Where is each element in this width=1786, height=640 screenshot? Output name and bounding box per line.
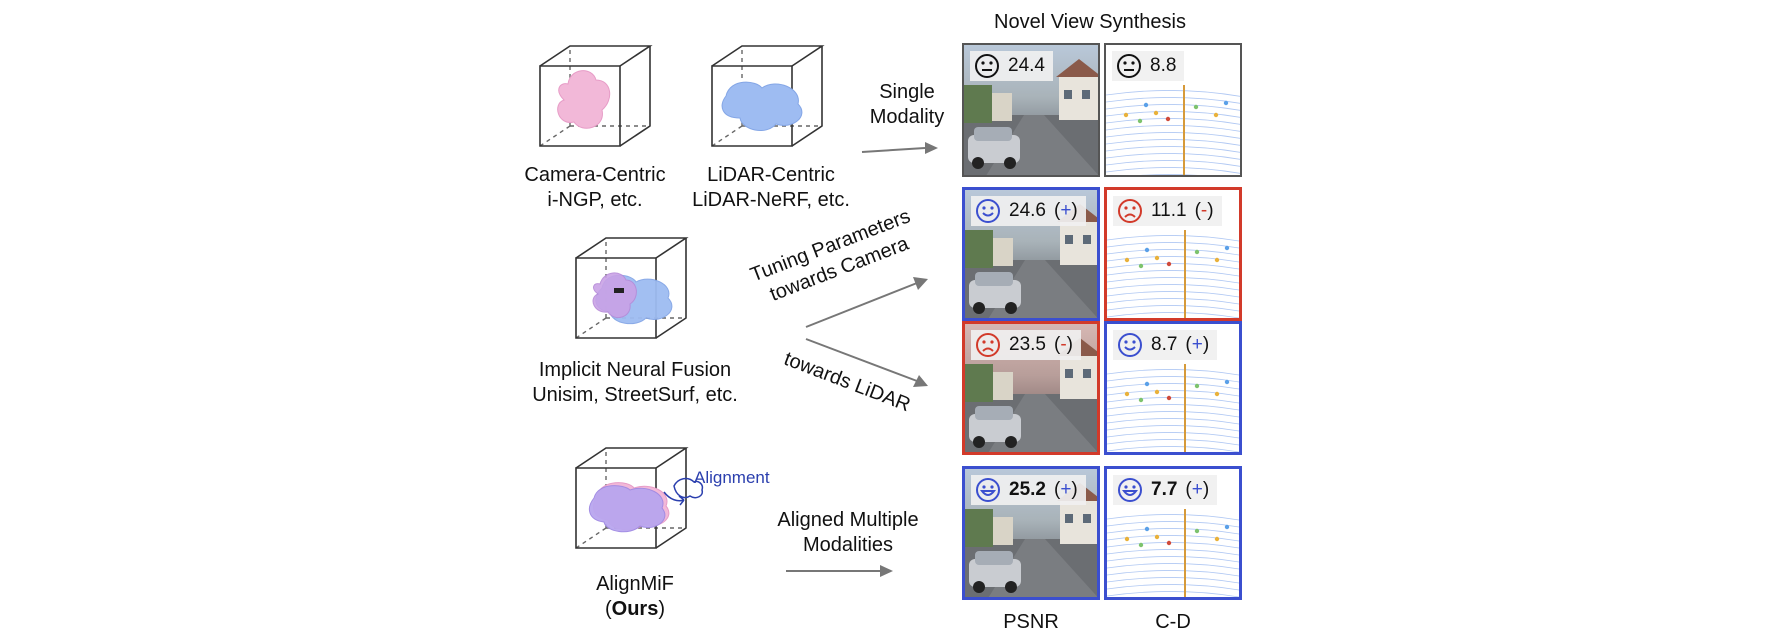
lidar-point-cloud bbox=[1107, 230, 1239, 318]
alignmif-title: AlignMiF bbox=[596, 573, 674, 595]
figure-title: Novel View Synthesis bbox=[994, 11, 1186, 33]
camera-centric-title: Camera-Centric bbox=[524, 164, 666, 186]
single-modality-label: Single Modality bbox=[869, 81, 945, 128]
cd-panel-row-1: 8.8 bbox=[1104, 43, 1242, 177]
aligned-blob-purple bbox=[588, 485, 666, 533]
lidar-point-cloud bbox=[1106, 85, 1240, 175]
camera-centric-examples: i-NGP, etc. bbox=[547, 189, 643, 211]
score-sign: (+) bbox=[1053, 200, 1078, 221]
implicit-fusion-cube bbox=[575, 237, 687, 339]
street-photo bbox=[965, 204, 1097, 318]
score-badge: 25.2 (+) bbox=[971, 475, 1086, 505]
alignmif-ours: (Ours) bbox=[604, 598, 666, 620]
score-value: 8.7 bbox=[1151, 334, 1178, 355]
fused-blob-camera bbox=[592, 272, 637, 319]
lidar-blob bbox=[721, 81, 803, 132]
score-value: 24.4 bbox=[1008, 55, 1045, 76]
camera-centric-label: Camera-Centric i-NGP, etc. bbox=[500, 163, 690, 213]
grin-face-icon bbox=[1118, 478, 1142, 502]
arrows bbox=[786, 142, 938, 577]
score-sign: (-) bbox=[1194, 200, 1214, 221]
alignmif-cube bbox=[575, 447, 704, 549]
cd-column-label: C-D bbox=[1155, 611, 1191, 633]
cd-panel-row-4: 7.7 (+) bbox=[1104, 466, 1242, 600]
camera-blob bbox=[557, 70, 611, 129]
cd-panel-row-2: 11.1 (-) bbox=[1104, 187, 1242, 321]
score-badge: 24.4 bbox=[970, 51, 1053, 81]
score-badge: 24.6 (+) bbox=[971, 196, 1086, 226]
lidar-centric-cube bbox=[711, 45, 823, 147]
lidar-point-cloud bbox=[1107, 364, 1239, 452]
cd-panel-row-3: 8.7 (+) bbox=[1104, 321, 1242, 455]
score-badge: 11.1 (-) bbox=[1113, 196, 1222, 226]
psnr-panel-row-1: 24.4 bbox=[962, 43, 1100, 177]
implicit-fusion-examples: Unisim, StreetSurf, etc. bbox=[532, 384, 738, 406]
psnr-column-label: PSNR bbox=[1003, 611, 1059, 633]
psnr-panel-row-4: 25.2 (+) bbox=[962, 466, 1100, 600]
happy-face-icon bbox=[1118, 333, 1142, 357]
grin-face-icon bbox=[976, 478, 1000, 502]
neutral-face-icon bbox=[1117, 54, 1141, 78]
score-value: 23.5 bbox=[1009, 334, 1046, 355]
implicit-fusion-title: Implicit Neural Fusion bbox=[538, 359, 732, 381]
arrow-towards-lidar bbox=[805, 338, 928, 387]
psnr-panel-row-2: 24.6 (+) bbox=[962, 187, 1100, 321]
score-sign: (-) bbox=[1053, 334, 1073, 355]
lidar-centric-label: LiDAR-Centric LiDAR-NeRF, etc. bbox=[676, 163, 866, 213]
score-sign: (+) bbox=[1053, 479, 1078, 500]
score-sign: (+) bbox=[1185, 479, 1210, 500]
alignment-hand-icon bbox=[663, 477, 704, 506]
score-badge: 7.7 (+) bbox=[1113, 475, 1218, 505]
score-value: 24.6 bbox=[1009, 200, 1046, 221]
psnr-panel-row-3: 23.5 (-) bbox=[962, 321, 1100, 455]
lidar-centric-examples: LiDAR-NeRF, etc. bbox=[692, 189, 850, 211]
street-photo bbox=[964, 59, 1098, 175]
score-value: 11.1 bbox=[1151, 200, 1187, 221]
arrow-aligned-modalities bbox=[786, 565, 893, 577]
score-value: 25.2 bbox=[1009, 479, 1046, 500]
sad-face-icon bbox=[1118, 199, 1142, 223]
alignmif-label: AlignMiF (Ours) bbox=[560, 572, 710, 622]
implicit-fusion-label: Implicit Neural Fusion Unisim, StreetSur… bbox=[510, 358, 760, 408]
arrow-single-modality bbox=[861, 142, 938, 154]
happy-face-icon bbox=[976, 199, 1000, 223]
score-value: 8.8 bbox=[1150, 55, 1177, 76]
lidar-centric-title: LiDAR-Centric bbox=[707, 164, 835, 186]
score-badge: 23.5 (-) bbox=[971, 330, 1081, 360]
sad-face-icon bbox=[976, 333, 1000, 357]
camera-centric-cube bbox=[539, 45, 651, 147]
arrow-towards-camera bbox=[805, 277, 928, 328]
alignment-label: Alignment bbox=[694, 468, 770, 487]
aligned-modalities-label: Aligned Multiple Modalities bbox=[777, 509, 919, 556]
score-badge: 8.8 bbox=[1112, 51, 1185, 81]
score-sign: (+) bbox=[1185, 334, 1210, 355]
score-value: 7.7 bbox=[1151, 479, 1178, 500]
lidar-point-cloud bbox=[1107, 509, 1239, 597]
neutral-face-icon bbox=[975, 54, 999, 78]
score-badge: 8.7 (+) bbox=[1113, 330, 1218, 360]
